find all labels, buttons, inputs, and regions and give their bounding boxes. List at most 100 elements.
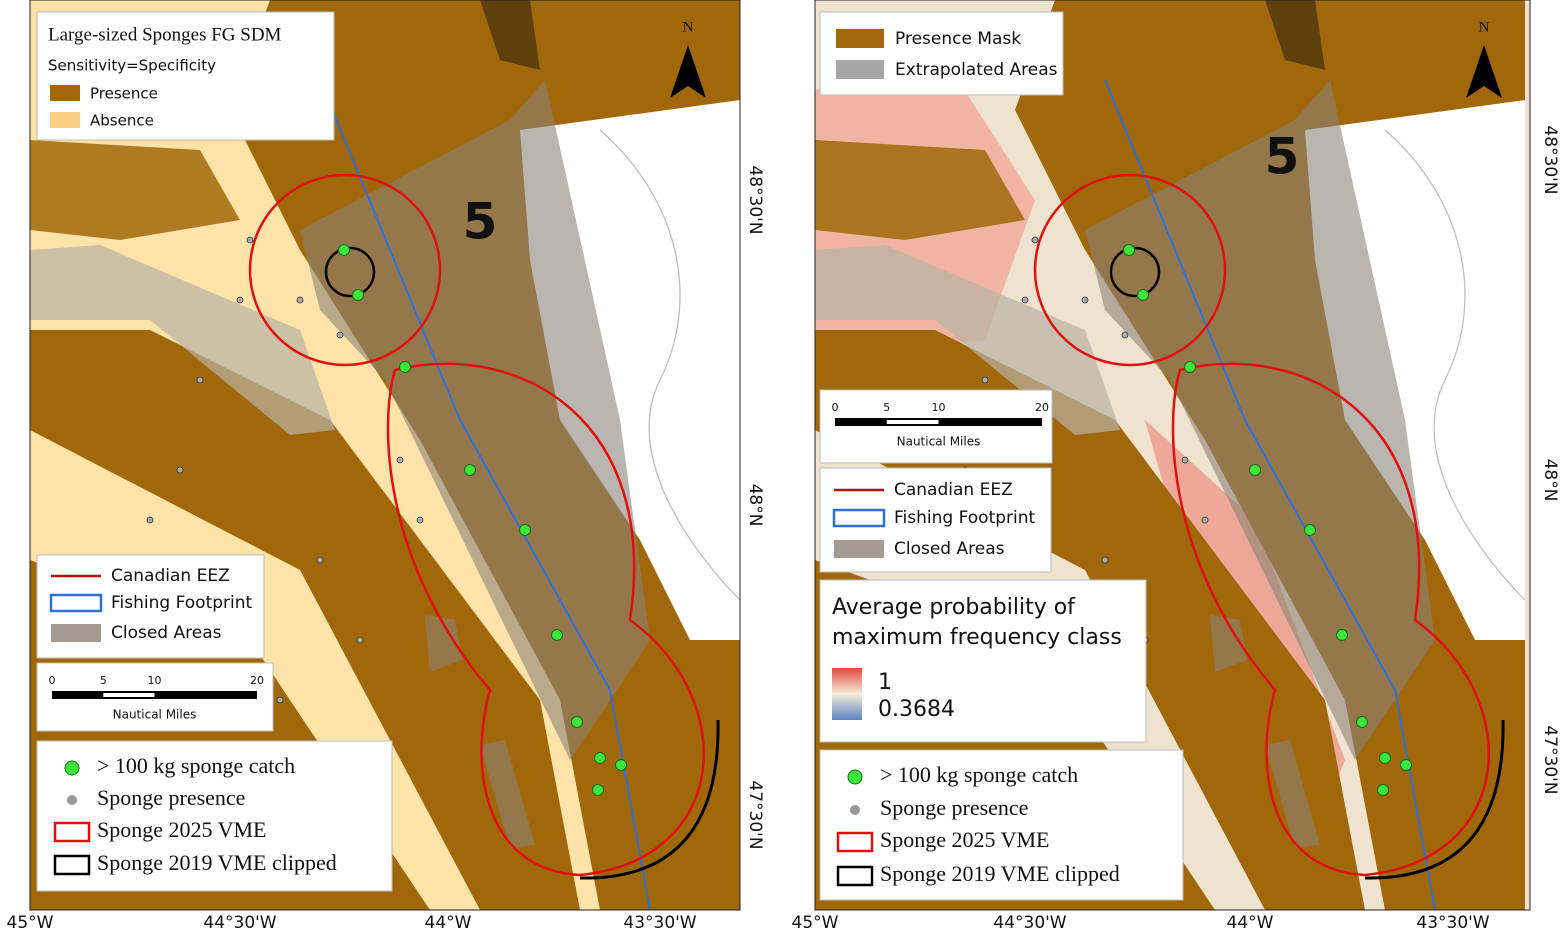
sponge-presence	[1181, 456, 1189, 464]
legend-vme2025	[836, 831, 874, 853]
coastline	[599, 129, 740, 601]
zone-label: 5	[1265, 128, 1300, 186]
sponge-catch	[519, 524, 531, 536]
presence-dark	[1265, 0, 1325, 70]
vme-2019	[1109, 246, 1161, 298]
legend-closed	[834, 540, 884, 558]
vme-2019	[579, 719, 720, 880]
closed-area	[30, 245, 335, 435]
legend-title: Large-sized Sponges FG SDM	[48, 24, 282, 45]
legend-swatch	[836, 29, 884, 48]
x-axis-label: 43°30'W	[1416, 913, 1489, 933]
presence-band	[30, 330, 580, 910]
legend-swatch	[50, 85, 80, 101]
closed-area	[480, 740, 535, 848]
legend-label: Closed Areas	[111, 623, 222, 643]
sponge-presence	[336, 331, 344, 339]
legend-vme2025	[53, 821, 91, 843]
closed-area	[425, 615, 462, 672]
sponge-catch	[551, 629, 563, 641]
legend-label: Canadian EEZ	[111, 566, 230, 586]
scale-unit: Nautical Miles	[113, 708, 197, 722]
presence-dark	[480, 0, 540, 70]
closed-area	[300, 80, 650, 760]
sponge-presence	[396, 456, 404, 464]
y-axis-label: 48°N	[1540, 459, 1560, 502]
sponge-catch	[1123, 244, 1135, 256]
legend-label: > 100 kg sponge catch	[880, 762, 1078, 787]
x-axis-label: 45°W	[7, 913, 54, 933]
colorbar-min: 0.3684	[878, 697, 955, 722]
scale-bar	[886, 420, 939, 424]
closed-area	[1085, 80, 1435, 760]
sponge-catch	[592, 784, 604, 796]
legend-label: Extrapolated Areas	[895, 60, 1058, 80]
closed-area	[815, 245, 1120, 435]
sponge-presence	[316, 556, 324, 564]
sponge-presence	[1101, 556, 1109, 564]
sponge-presence	[1201, 516, 1209, 524]
legend-label: Sponge 2025 VME	[880, 827, 1050, 852]
map-panel: N 5 Presence Mask Extrapolated Areas 0 5 10 20 N…	[792, 0, 1560, 933]
sponge-presence	[296, 296, 304, 304]
legend-catch	[847, 769, 863, 785]
y-axis-label: 48°30'N	[745, 165, 765, 234]
sponge-catch	[571, 716, 583, 728]
legend-closed	[51, 624, 101, 642]
sponge-catch	[1336, 629, 1348, 641]
sponge-presence	[246, 236, 254, 244]
vme-2025	[248, 173, 442, 367]
fishing-footprint	[1104, 79, 1436, 910]
legend-presence	[850, 805, 860, 815]
legend-label: Sponge presence	[97, 785, 245, 810]
sponge-catch	[1379, 752, 1391, 764]
north-label: N	[1479, 19, 1490, 35]
y-axis-label: 47°30'N	[1540, 725, 1560, 794]
zone-label: 5	[463, 193, 498, 251]
sponge-presence	[146, 516, 154, 524]
legend-footprint	[832, 508, 886, 528]
sponge-catch	[1400, 759, 1412, 771]
legend-label: Fishing Footprint	[894, 508, 1036, 528]
y-axis-label: 47°30'N	[745, 780, 765, 849]
x-axis-label: 44°30'W	[993, 913, 1066, 933]
map-panel: N 5 Large-sized Sponges FG SDM Sensitivity=…	[7, 0, 765, 933]
legend-vme2019	[836, 865, 874, 887]
sponge-catch	[399, 361, 411, 373]
legend-label: > 100 kg sponge catch	[97, 753, 295, 778]
colorbar-title: Average probability of	[832, 595, 1076, 620]
scale-tick-label: 20	[250, 674, 264, 687]
sponge-presence	[276, 696, 284, 704]
sponge-catch	[1249, 464, 1261, 476]
sponge-presence	[1081, 296, 1089, 304]
scale-tick-label: 5	[100, 674, 107, 687]
scale-unit: Nautical Miles	[897, 435, 981, 449]
legend-label: Absence	[90, 112, 154, 130]
scale-tick-label: 10	[932, 401, 946, 414]
map-content	[30, 0, 740, 910]
legend-label: Sponge 2025 VME	[97, 817, 267, 842]
sponge-presence	[416, 516, 424, 524]
legend-box	[819, 579, 1147, 743]
sponge-catch	[1304, 524, 1316, 536]
sponge-catch	[594, 752, 606, 764]
legend-label: Fishing Footprint	[111, 593, 253, 613]
fishing-footprint	[319, 79, 651, 910]
presence-patch	[815, 140, 1025, 240]
legend-vme2019	[53, 854, 91, 876]
scale-tick-label: 20	[1035, 401, 1049, 414]
x-axis-label: 44°W	[425, 913, 472, 933]
legend-label: Sponge presence	[880, 795, 1028, 820]
legend-subtitle: Sensitivity=Specificity	[48, 57, 216, 75]
coastline	[1384, 129, 1526, 601]
map-frame	[29, 0, 741, 911]
sponge-presence	[196, 376, 204, 384]
sponge-presence	[1031, 236, 1039, 244]
legend-label: Closed Areas	[894, 539, 1005, 559]
sponge-catch	[464, 464, 476, 476]
legend-box	[819, 749, 1184, 901]
vme-2025	[1033, 173, 1227, 367]
presence-patch	[30, 140, 240, 240]
y-axis-label: 48°30'N	[1540, 125, 1560, 194]
x-axis-label: 44°W	[1227, 913, 1274, 933]
